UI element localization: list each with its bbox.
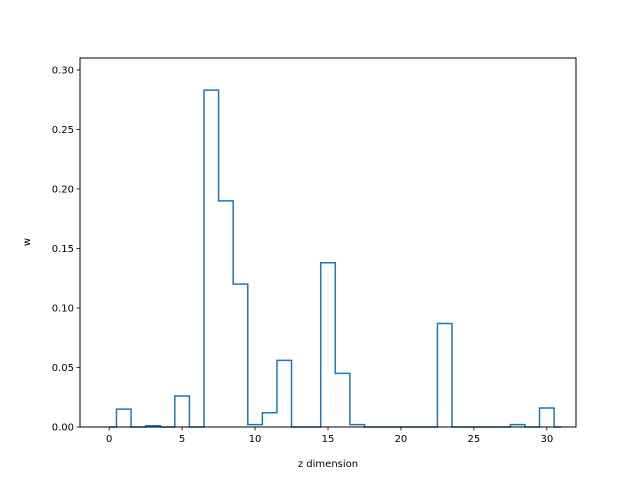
plot-area [80, 58, 576, 427]
axis-ticks: 0 5 10 15 20 25 30 0.00 0.05 0.10 0.15 0.20 0.25 0.30 [52, 65, 553, 445]
y-tick-label: 0.25 [52, 125, 74, 136]
y-tick-label: 0.05 [52, 363, 74, 374]
y-tick-label: 0.15 [52, 244, 74, 255]
x-axis-label: z dimension [298, 459, 358, 470]
x-tick-label: 5 [179, 434, 185, 445]
plot-frame [79, 57, 577, 428]
x-tick-label: 25 [468, 434, 481, 445]
x-tick-label: 30 [540, 434, 553, 445]
y-tick-label: 0.30 [52, 65, 74, 76]
y-tick-label: 0.10 [52, 303, 74, 314]
y-tick-label: 0.20 [52, 184, 74, 195]
x-tick-label: 15 [322, 434, 335, 445]
y-tick-label: 0.00 [52, 423, 74, 434]
x-tick-label: 0 [106, 434, 112, 445]
y-axis-label: w [22, 238, 33, 246]
x-tick-label: 20 [395, 434, 408, 445]
x-tick-label: 10 [249, 434, 262, 445]
